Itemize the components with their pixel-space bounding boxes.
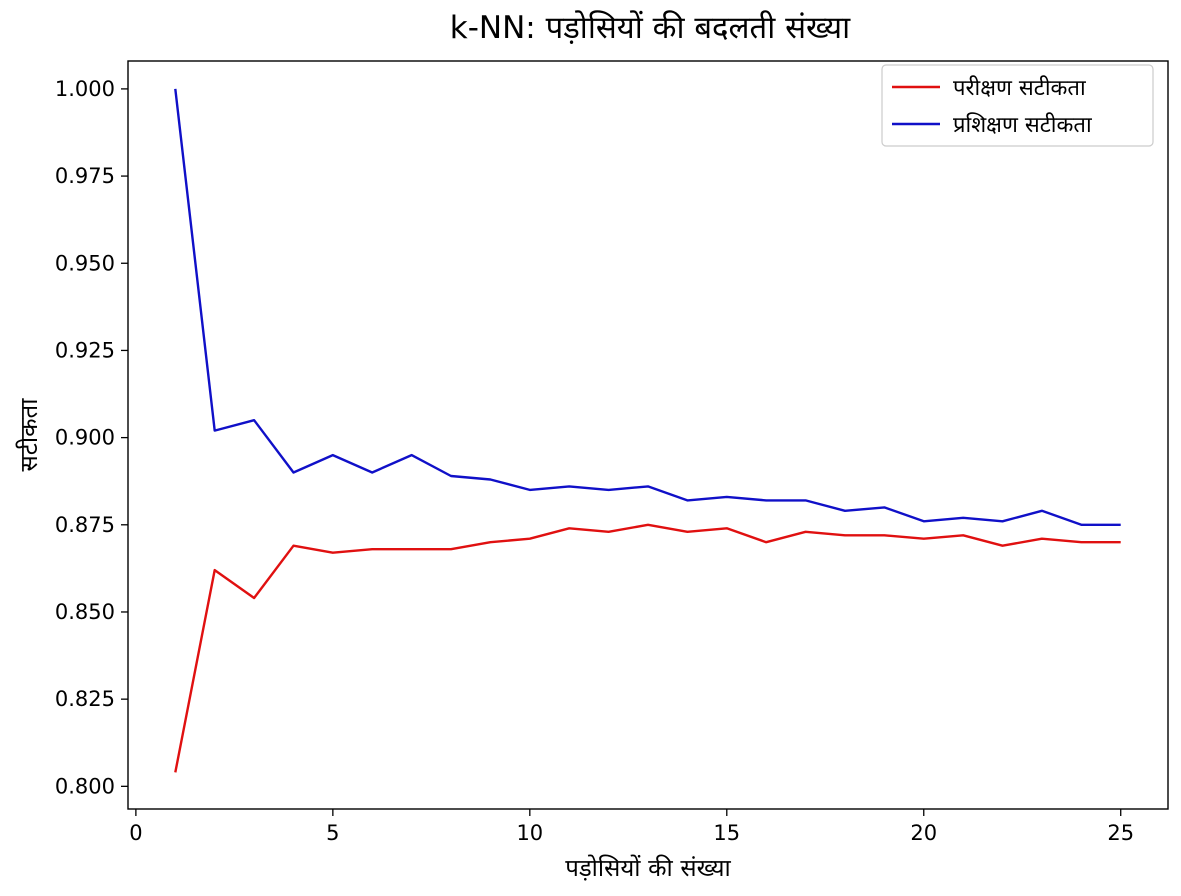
plot-area bbox=[127, 60, 1169, 810]
y-axis: 0.800 0.825 0.850 0.875 0.900 0.925 0.950 0.975… bbox=[55, 77, 128, 798]
legend-label-1: परीक्षण सटीकता bbox=[953, 75, 1086, 101]
y-tick-label: 0.900 bbox=[55, 426, 115, 450]
y-tick-label: 0.875 bbox=[55, 513, 115, 537]
series-line-1 bbox=[174, 523, 1121, 773]
y-tick-label: 0.925 bbox=[55, 338, 115, 362]
x-tick-label: 10 bbox=[516, 821, 543, 845]
chart-title: k-NN: पड़ोसियों की बदलती संख्या bbox=[450, 10, 851, 46]
legend-box bbox=[881, 64, 1154, 147]
x-tick-label: 25 bbox=[1107, 821, 1134, 845]
x-tick-label: 5 bbox=[326, 821, 339, 845]
y-tick-label: 0.800 bbox=[55, 774, 115, 798]
y-tick-label: 0.950 bbox=[55, 251, 115, 275]
y-tick-label: 0.825 bbox=[55, 687, 115, 711]
y-tick-label: 1.000 bbox=[55, 77, 115, 101]
series-group bbox=[174, 88, 1121, 773]
y-tick-label: 0.850 bbox=[55, 600, 115, 624]
x-axis: 0 5 10 15 20 25 bbox=[129, 809, 1134, 845]
legend: परीक्षण सटीकता प्रशिक्षण सटीकता bbox=[881, 64, 1154, 147]
series-line-2 bbox=[174, 88, 1121, 526]
x-tick-label: 0 bbox=[129, 821, 142, 845]
legend-label-2: प्रशिक्षण सटीकता bbox=[953, 112, 1092, 138]
y-axis-label: सटीकता bbox=[15, 398, 43, 472]
x-tick-label: 15 bbox=[713, 821, 740, 845]
y-tick-label: 0.975 bbox=[55, 164, 115, 188]
x-tick-label: 20 bbox=[910, 821, 937, 845]
x-axis-label: पड़ोसियों की संख्या bbox=[565, 854, 731, 882]
